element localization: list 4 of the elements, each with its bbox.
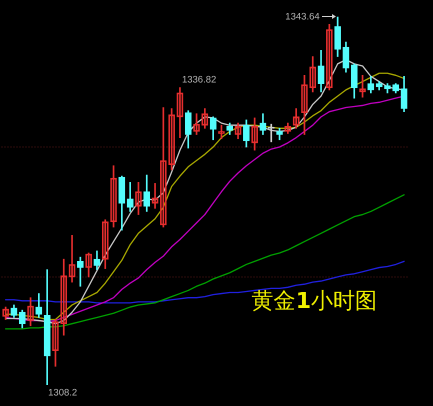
annotation: 1343.64 — [285, 11, 320, 22]
text: 1308.2 — [48, 387, 78, 398]
annotation: 1336.82 — [182, 74, 216, 86]
text: 黄金1小时图 — [252, 289, 377, 314]
